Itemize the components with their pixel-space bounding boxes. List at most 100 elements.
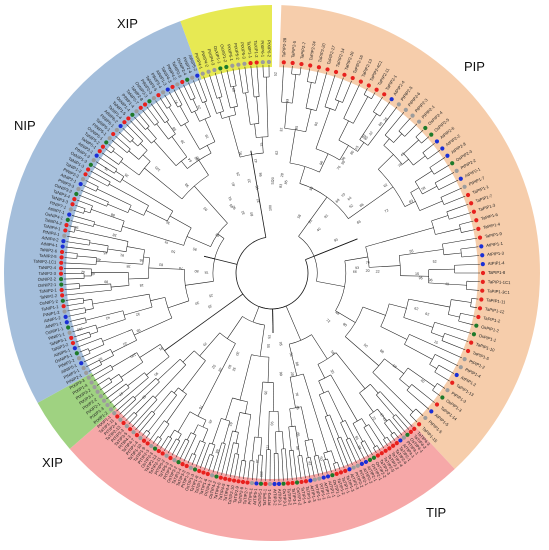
branch-arc [403, 153, 414, 166]
branch [128, 415, 138, 425]
branch-arc [99, 359, 102, 365]
branch [235, 412, 241, 432]
species-dot [405, 432, 410, 437]
species-dot [58, 266, 64, 271]
leaf-label: TaTIP4-6 [213, 481, 222, 499]
leaf-label: TaTIP2-10 [227, 484, 236, 505]
branch-arc [363, 424, 369, 428]
branch [288, 426, 292, 451]
bootstrap-value: 58 [392, 364, 398, 370]
branch-arc [232, 397, 248, 403]
leaf-label: TaPIP1-12 [485, 306, 506, 314]
trunk-branch [164, 337, 184, 351]
branch [140, 143, 148, 151]
branch-arc [256, 136, 269, 138]
branch [244, 66, 249, 93]
branch [256, 454, 259, 481]
branch-arc [446, 211, 450, 220]
branch [256, 65, 260, 97]
branch-arc [317, 352, 337, 365]
branch [431, 215, 449, 222]
branch [219, 97, 224, 112]
species-dot [445, 388, 450, 393]
branch [422, 186, 438, 195]
leaf-label: TaPIP1-8 [488, 270, 506, 275]
leaf-label: TaXIP1-2 [253, 40, 259, 58]
branch [298, 196, 328, 237]
leaf-label: TaTIP1-2 [336, 478, 346, 496]
branch [171, 136, 188, 158]
branch [93, 166, 121, 183]
branch-arc [373, 111, 381, 117]
branch [448, 314, 460, 318]
branch [209, 74, 218, 99]
bootstrap-value: 83 [279, 184, 283, 188]
branch [411, 384, 435, 403]
branch [126, 246, 145, 251]
branch [353, 96, 369, 124]
branch [191, 455, 197, 466]
branch [113, 377, 149, 408]
species-dot [398, 438, 403, 443]
species-dot [230, 63, 235, 68]
leaf-label: PtXIP4-1 [194, 52, 204, 70]
branch [89, 331, 98, 335]
species-dot [263, 481, 268, 486]
branch [402, 159, 409, 165]
branch [171, 440, 181, 456]
branch [167, 300, 190, 309]
leaf-label: OsTIP5-1 [257, 488, 263, 507]
branch [65, 246, 108, 253]
branch-arc [384, 419, 390, 424]
species-dot [387, 446, 392, 451]
species-dot [382, 92, 387, 97]
species-dot [134, 109, 139, 114]
branch [111, 285, 130, 288]
branch [221, 430, 233, 475]
branch [434, 322, 472, 334]
branch [340, 422, 349, 439]
branch-arc [307, 81, 316, 84]
species-dot [330, 473, 335, 478]
leaf-label: TaTIP2-7 [242, 487, 249, 505]
branch [299, 66, 302, 76]
bootstrap-value: 75 [164, 239, 169, 244]
branch-arc [93, 221, 95, 227]
bootstrap-value: 88 [231, 87, 236, 92]
species-dot [471, 332, 477, 337]
branch-arc [314, 454, 319, 457]
leaf-label: TaPIP1-6 [480, 212, 499, 221]
leaf-label: TaPIP2-24 [308, 40, 317, 61]
branch [193, 80, 203, 103]
branch [108, 144, 115, 150]
species-dot [61, 304, 66, 309]
bootstrap-value: 35 [263, 391, 267, 395]
bootstrap-value: 20 [366, 269, 370, 273]
branch [306, 458, 311, 478]
branch [403, 139, 419, 154]
branch [376, 394, 395, 417]
species-dot [476, 314, 481, 320]
species-dot [59, 249, 65, 255]
species-dot [240, 479, 246, 485]
branch [446, 204, 469, 213]
branch [111, 139, 128, 153]
branch [65, 289, 112, 296]
branch [229, 453, 236, 477]
branch-arc [175, 156, 188, 166]
branch [323, 452, 326, 460]
branch [169, 92, 178, 108]
bootstrap-value: 42 [105, 315, 110, 320]
branch [299, 166, 306, 184]
bootstrap-value: 15 [433, 340, 438, 345]
branch [152, 436, 159, 444]
species-dot [412, 426, 417, 431]
leaf-label: PtTIP3-1 [267, 488, 272, 505]
branch [380, 326, 408, 340]
branch [156, 438, 162, 447]
branch-arc [137, 140, 144, 147]
leaf-label: PtXIP6-1 [260, 40, 266, 58]
leaf-label: TaPIP2-14 [335, 47, 346, 68]
branch [131, 399, 158, 428]
branch [400, 275, 429, 277]
